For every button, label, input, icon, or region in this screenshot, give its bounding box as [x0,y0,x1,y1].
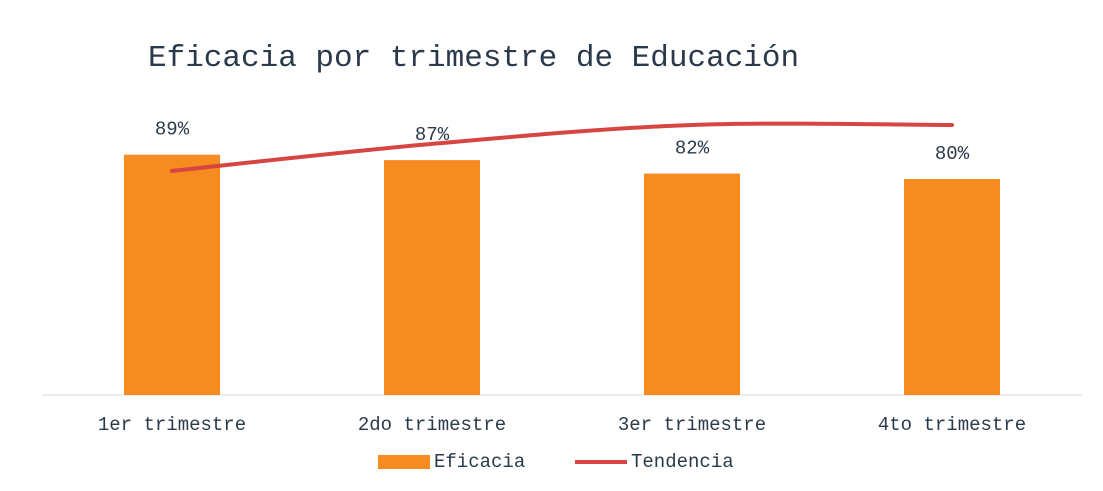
bar [124,154,220,395]
data-label: 80% [935,143,970,165]
x-tick-label: 2do trimestre [358,414,506,436]
data-label: 82% [675,138,710,160]
legend-label: Eficacia [434,451,525,473]
trend-line [170,121,954,173]
x-tick-label: 1er trimestre [98,414,246,436]
chart-title: Eficacia por trimestre de Educación [148,41,799,76]
data-label: 87% [415,124,450,146]
x-tick-label: 4to trimestre [878,414,1026,436]
bar [384,160,480,395]
bar [644,173,740,395]
bar [904,179,1000,395]
data-label: 89% [155,119,190,141]
legend-swatch [378,455,430,469]
legend-label: Tendencia [631,451,734,473]
x-tick-label: 3er trimestre [618,414,766,436]
